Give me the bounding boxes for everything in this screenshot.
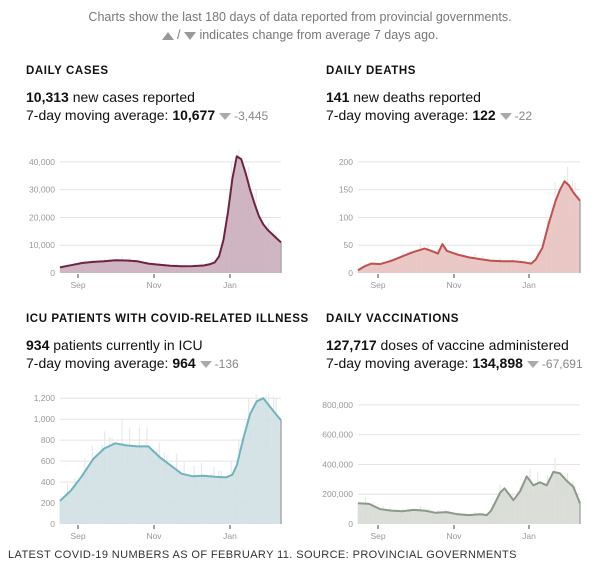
average-label: 7-day moving average: bbox=[26, 107, 169, 123]
x-tick-label: Nov bbox=[446, 280, 462, 290]
average-area bbox=[358, 181, 580, 273]
panel-daily-vaccinations: DAILY VACCINATIONS 127,717 doses of vacc… bbox=[326, 313, 600, 373]
headline-text: new cases reported bbox=[72, 89, 195, 105]
chart-icu-patients: 0 200 400 600 800 1,000 1,200 Sep Nov Jan bbox=[34, 393, 282, 541]
average-label: 7-day moving average: bbox=[326, 355, 469, 371]
panel-title: DAILY DEATHS bbox=[326, 65, 417, 77]
moving-average: 7-day moving average: 122 -22 bbox=[326, 106, 600, 125]
average-area bbox=[60, 156, 281, 273]
y-tick-label: 200 bbox=[339, 157, 353, 167]
x-tick-label: Jan bbox=[522, 531, 536, 541]
average-line bbox=[59, 397, 282, 502]
y-tick-label: 20,000 bbox=[29, 212, 55, 222]
y-tick-label: 0 bbox=[348, 519, 353, 529]
y-tick-label: 150 bbox=[339, 185, 353, 195]
headline-value: 10,313 bbox=[26, 89, 69, 105]
x-tick-label: Sep bbox=[370, 531, 385, 541]
y-tick-label: 10,000 bbox=[29, 240, 55, 250]
average-line bbox=[59, 155, 282, 269]
y-tick-label: 0 bbox=[50, 268, 55, 278]
chart-daily-vaccinations: 0 200,000 400,000 600,000 800,000 Sep Nov Jan bbox=[322, 400, 581, 541]
average-value: 122 bbox=[472, 107, 496, 123]
moving-average: 7-day moving average: 964 -136 bbox=[26, 354, 316, 373]
x-tick-label: Nov bbox=[146, 531, 162, 541]
average-change: -67,691 bbox=[541, 357, 583, 371]
x-tick-label: Sep bbox=[70, 531, 85, 541]
y-tick-label: 800,000 bbox=[322, 400, 353, 410]
headline-text: new deaths reported bbox=[353, 89, 481, 105]
x-tick-label: Nov bbox=[146, 280, 162, 290]
x-tick-label: Sep bbox=[70, 280, 85, 290]
x-tick-label: Sep bbox=[370, 280, 385, 290]
footer-source: LATEST COVID-19 NUMBERS AS OF FEBRUARY 1… bbox=[8, 549, 517, 561]
panel-daily-cases: DAILY CASES 10,313 new cases reported 7-… bbox=[26, 65, 316, 125]
average-label: 7-day moving average: bbox=[326, 107, 469, 123]
y-tick-label: 0 bbox=[348, 268, 353, 278]
average-value: 964 bbox=[172, 355, 196, 371]
x-tick-label: Jan bbox=[223, 531, 237, 541]
y-tick-label: 400 bbox=[41, 477, 55, 487]
triangle-up-icon bbox=[161, 31, 174, 40]
average-line bbox=[357, 470, 581, 517]
y-tick-label: 1,200 bbox=[34, 393, 56, 403]
y-tick-label: 0 bbox=[50, 519, 55, 529]
x-tick-label: Jan bbox=[223, 280, 237, 290]
y-tick-label: 200,000 bbox=[322, 489, 353, 499]
panel-daily-deaths: DAILY DEATHS 141 new deaths reported 7-d… bbox=[326, 65, 600, 125]
headline-text: patients currently in ICU bbox=[53, 337, 203, 353]
average-line bbox=[357, 180, 581, 272]
panel-title: ICU PATIENTS WITH COVID-RELATED ILLNESS bbox=[26, 313, 309, 325]
headline: 934 patients currently in ICU bbox=[26, 336, 316, 354]
y-tick-label: 1,000 bbox=[34, 414, 56, 424]
y-tick-label: 40,000 bbox=[29, 157, 55, 167]
panel-title: DAILY VACCINATIONS bbox=[326, 313, 460, 325]
y-tick-label: 50 bbox=[344, 240, 354, 250]
headline-value: 127,717 bbox=[326, 337, 377, 353]
y-tick-label: 800 bbox=[41, 435, 55, 445]
x-tick-label: Nov bbox=[446, 531, 462, 541]
intro-line-1: Charts show the last 180 days of data re… bbox=[88, 10, 512, 24]
chart-daily-cases: 0 10,000 20,000 30,000 40,000 Sep Nov Jan bbox=[29, 149, 282, 290]
headline-text: doses of vaccine administered bbox=[380, 337, 569, 353]
average-value: 10,677 bbox=[172, 107, 216, 123]
headline: 141 new deaths reported bbox=[326, 88, 600, 106]
intro-line-2: / indicates change from average 7 days a… bbox=[0, 26, 600, 44]
triangle-down-icon bbox=[219, 112, 232, 120]
average-value: 134,898 bbox=[472, 355, 523, 371]
average-change: -22 bbox=[514, 109, 533, 123]
y-tick-label: 600,000 bbox=[322, 430, 353, 440]
moving-average: 7-day moving average: 134,898 -67,691 bbox=[326, 354, 600, 373]
chart-daily-deaths: 0 50 100 150 200 Sep Nov Jan bbox=[339, 157, 581, 290]
x-tick-label: Jan bbox=[522, 280, 536, 290]
y-tick-label: 200 bbox=[41, 498, 55, 508]
y-tick-label: 400,000 bbox=[322, 459, 353, 469]
intro-separator: / bbox=[176, 28, 181, 42]
y-tick-label: 30,000 bbox=[29, 185, 55, 195]
average-label: 7-day moving average: bbox=[26, 355, 169, 371]
average-area bbox=[358, 471, 580, 524]
triangle-down-icon bbox=[499, 112, 512, 120]
triangle-down-icon bbox=[183, 31, 196, 40]
panel-icu-patients: ICU PATIENTS WITH COVID-RELATED ILLNESS … bbox=[26, 313, 316, 373]
headline-value: 934 bbox=[26, 337, 50, 353]
triangle-down-icon bbox=[199, 360, 212, 368]
headline: 10,313 new cases reported bbox=[26, 88, 316, 106]
triangle-down-icon bbox=[526, 360, 539, 368]
average-area bbox=[60, 398, 281, 524]
intro-legend-text: indicates change from average 7 days ago… bbox=[199, 28, 439, 42]
y-tick-label: 100 bbox=[339, 212, 353, 222]
moving-average: 7-day moving average: 10,677 -3,445 bbox=[26, 106, 316, 125]
y-tick-label: 600 bbox=[41, 456, 55, 466]
headline-value: 141 bbox=[326, 89, 350, 105]
panel-title: DAILY CASES bbox=[26, 65, 109, 77]
average-change: -136 bbox=[214, 357, 239, 371]
intro: Charts show the last 180 days of data re… bbox=[0, 8, 600, 44]
average-change: -3,445 bbox=[234, 109, 269, 123]
headline: 127,717 doses of vaccine administered bbox=[326, 336, 600, 354]
